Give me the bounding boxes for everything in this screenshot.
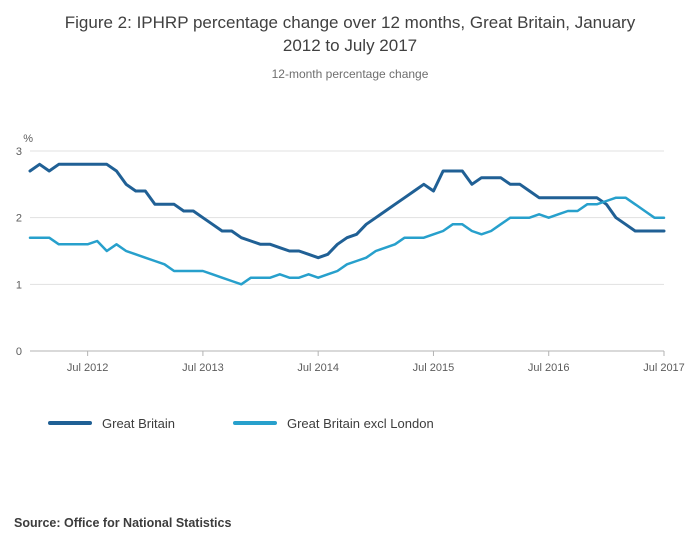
y-tick-label: 0 bbox=[16, 346, 22, 358]
x-tick-label: Jul 2015 bbox=[413, 362, 455, 374]
legend-label-great-britain-excl-london: Great Britain excl London bbox=[286, 415, 434, 431]
legend-swatch-great-britain bbox=[48, 421, 92, 426]
chart-title: Figure 2: IPHRP percentage change over 1… bbox=[64, 13, 636, 55]
x-tick-label: Jul 2012 bbox=[67, 362, 109, 374]
chart-legend: Great Britain Great Britain excl London bbox=[48, 416, 700, 431]
legend-item-great-britain-excl-london: Great Britain excl London bbox=[232, 415, 434, 431]
plot-area: 0 1 2 3% Jul 2012 Jul 2013 Jul 2014 Jul 2015 Jul… bbox=[0, 129, 700, 386]
chart-subtitle: 12-month percentage change bbox=[271, 66, 429, 81]
source-note: Source: Office for National Statistics bbox=[14, 516, 232, 530]
legend-label-great-britain: Great Britain bbox=[102, 415, 175, 431]
x-tick-label: Jul 2014 bbox=[297, 362, 339, 374]
series-line-great-britain bbox=[28, 162, 666, 260]
legend-swatch-great-britain-excl-london bbox=[232, 421, 277, 426]
y-tick-label: 1 bbox=[16, 279, 22, 291]
x-tick-label: Jul 2017 bbox=[643, 362, 685, 374]
line-chart: 0 1 2 3% Jul 2012 Jul 2013 Jul 2014 Jul 2015 Jul… bbox=[16, 133, 685, 374]
x-tick-label: Jul 2016 bbox=[528, 362, 570, 374]
y-tick-label: 2 bbox=[16, 213, 22, 225]
series-line-great-britain-excl-london bbox=[28, 196, 666, 286]
legend-item-great-britain: Great Britain bbox=[48, 416, 175, 431]
y-axis-unit-label: % bbox=[23, 133, 33, 145]
x-tick-label: Jul 2013 bbox=[182, 362, 224, 374]
y-tick-label: 3 bbox=[16, 146, 22, 158]
